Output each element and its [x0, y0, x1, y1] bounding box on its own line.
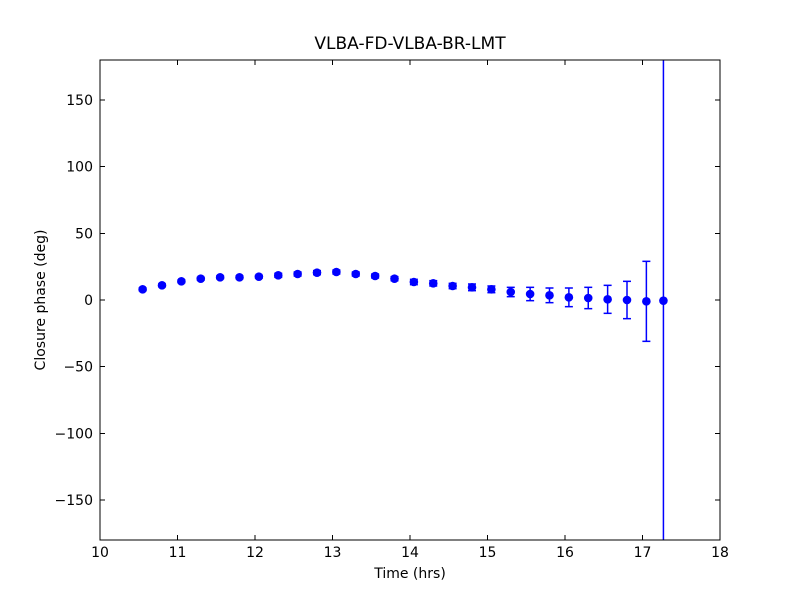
data-point	[603, 295, 612, 304]
y-tick-label: 0	[84, 293, 93, 309]
data-point	[525, 289, 535, 299]
x-tick-label: 16	[556, 545, 574, 561]
x-tick-label: 13	[324, 545, 342, 561]
data-point	[351, 269, 361, 279]
x-tick-label: 14	[401, 545, 419, 561]
y-tick-label: 100	[66, 160, 93, 176]
data-point	[409, 277, 419, 287]
data-point	[390, 274, 399, 283]
y-tick-label: −150	[55, 493, 93, 509]
x-tick-label: 10	[91, 545, 109, 561]
y-axis-label: Closure phase (deg)	[33, 230, 49, 371]
data-point	[196, 274, 206, 283]
data-point	[332, 267, 341, 277]
data-point	[545, 291, 554, 300]
x-tick-label: 18	[711, 545, 729, 561]
x-tick-label: 12	[246, 545, 264, 561]
x-tick-label: 15	[479, 545, 497, 561]
data-point	[370, 271, 380, 281]
y-tick-label: 150	[66, 93, 93, 109]
data-point	[138, 285, 147, 294]
x-axis-label: Time (hrs)	[373, 566, 446, 582]
y-tick-label: −100	[55, 426, 93, 442]
data-point	[215, 273, 225, 282]
data-point	[659, 296, 668, 305]
data-point	[428, 279, 438, 288]
data-layer	[138, 60, 668, 540]
data-point	[312, 268, 322, 277]
data-point	[467, 283, 477, 292]
data-point	[642, 297, 651, 306]
tick-layer: 10 11 12 13 14 15 16 17 18 −150 −100 −50 0 50 100 150	[55, 60, 729, 561]
data-point	[448, 281, 457, 291]
x-tick-label: 11	[169, 545, 187, 561]
data-point	[157, 281, 167, 290]
data-point	[622, 295, 632, 305]
x-tick-label: 17	[634, 545, 652, 561]
data-point	[177, 277, 186, 286]
chart-title: VLBA-FD-VLBA-BR-LMT	[314, 34, 506, 54]
data-point	[293, 269, 302, 279]
y-tick-label: −50	[63, 360, 93, 376]
y-tick-label: 50	[75, 226, 93, 242]
data-point	[506, 287, 516, 297]
data-point	[273, 271, 283, 280]
data-point	[254, 272, 264, 281]
data-point	[487, 285, 496, 294]
data-point	[564, 293, 574, 302]
data-point	[583, 293, 593, 303]
data-point	[235, 273, 244, 282]
